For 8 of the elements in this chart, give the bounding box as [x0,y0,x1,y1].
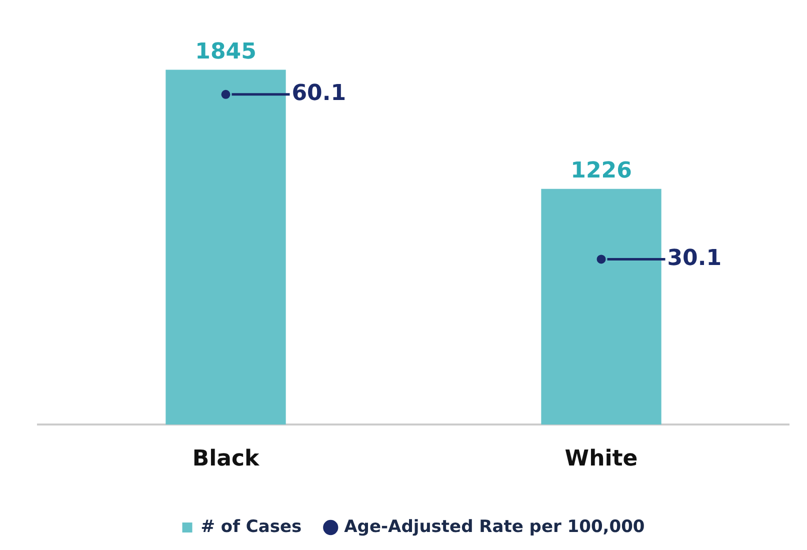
x-tick-label: White [564,446,638,472]
data-label: 1226 [570,158,632,184]
data-label: 1845 [195,40,256,65]
x-tick-label: Black [192,446,261,472]
legend-label: Age-Adjusted Rate per 100,000 [344,516,645,537]
legend-label: # of Cases [200,516,302,537]
data-label: 60.1 [292,81,346,106]
data-label: 30.1 [667,246,722,271]
